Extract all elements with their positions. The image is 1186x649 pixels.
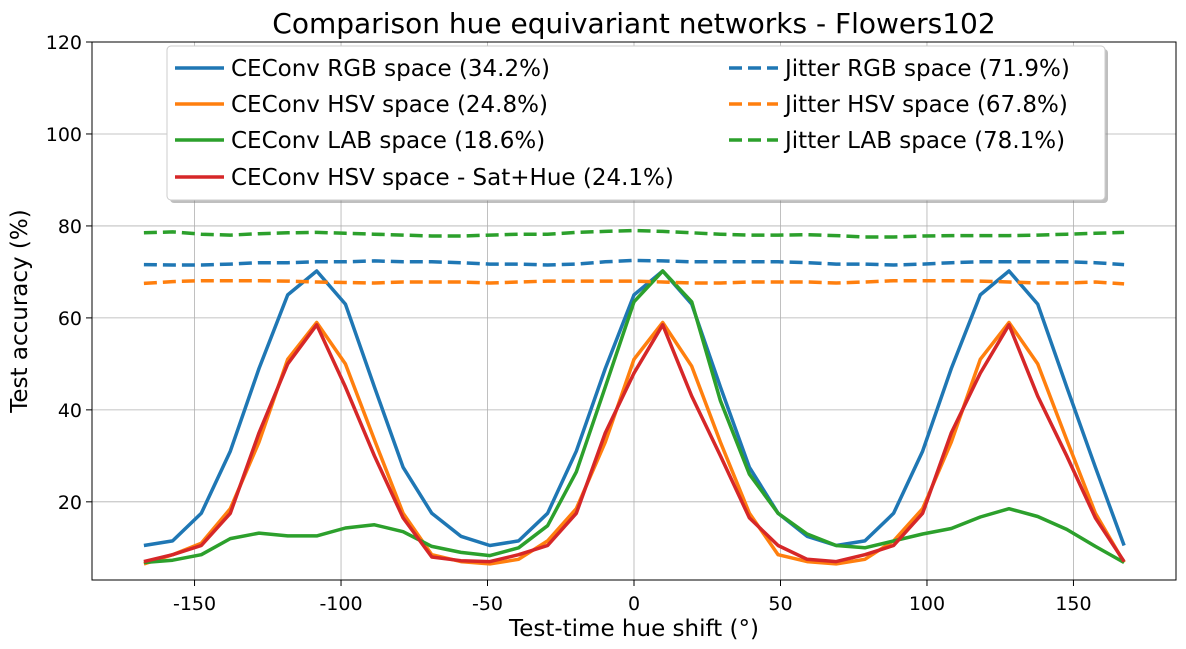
y-tick-label: 60 <box>58 308 82 330</box>
legend-entry-label: Jitter RGB space (71.9%) <box>783 56 1070 82</box>
y-tick-label: 100 <box>46 124 82 146</box>
series-group <box>143 228 1126 566</box>
series-line-1 <box>143 269 1126 548</box>
y-axis-label: Test accuracy (%) <box>7 209 33 414</box>
legend: CEConv RGB space (34.2%) CEConv HSV space… <box>166 45 1108 203</box>
x-tick-label: -100 <box>319 593 362 615</box>
series-line-7 <box>143 228 1125 239</box>
x-tick-label: 100 <box>909 593 945 615</box>
y-tick-label: 40 <box>58 400 82 422</box>
x-tick-label: 50 <box>768 593 792 615</box>
y-tick-label: 120 <box>46 32 82 54</box>
legend-entry-label: CEConv HSV space (24.8%) <box>231 92 548 118</box>
x-tick-label: -50 <box>472 593 503 615</box>
x-tick-label: -150 <box>173 593 216 615</box>
series-line-3 <box>143 269 1125 565</box>
ticks-group: -150 -100 -50 0 50 100 150 20 40 60 80 100 120 <box>46 32 1092 615</box>
legend-box <box>166 45 1106 201</box>
legend-entry-label: CEConv HSV space - Sat+Hue (24.1%) <box>231 165 674 191</box>
y-tick-label: 80 <box>58 216 82 238</box>
chart-title: Comparison hue equivariant networks - Fl… <box>272 7 995 40</box>
legend-entry-label: Jitter HSV space (67.8%) <box>783 92 1068 118</box>
series-line-6 <box>143 278 1125 286</box>
legend-entry-label: Jitter LAB space (78.1%) <box>783 128 1065 154</box>
y-tick-label: 20 <box>58 492 82 514</box>
x-axis-label: Test-time hue shift (°) <box>508 616 759 642</box>
series-line-4 <box>143 323 1126 564</box>
x-tick-label: 150 <box>1055 593 1091 615</box>
series-line-5 <box>143 258 1125 267</box>
legend-entry-label: CEConv LAB space (18.6%) <box>231 128 545 154</box>
x-tick-label: 0 <box>628 593 640 615</box>
legend-entry-label: CEConv RGB space (34.2%) <box>231 56 550 82</box>
